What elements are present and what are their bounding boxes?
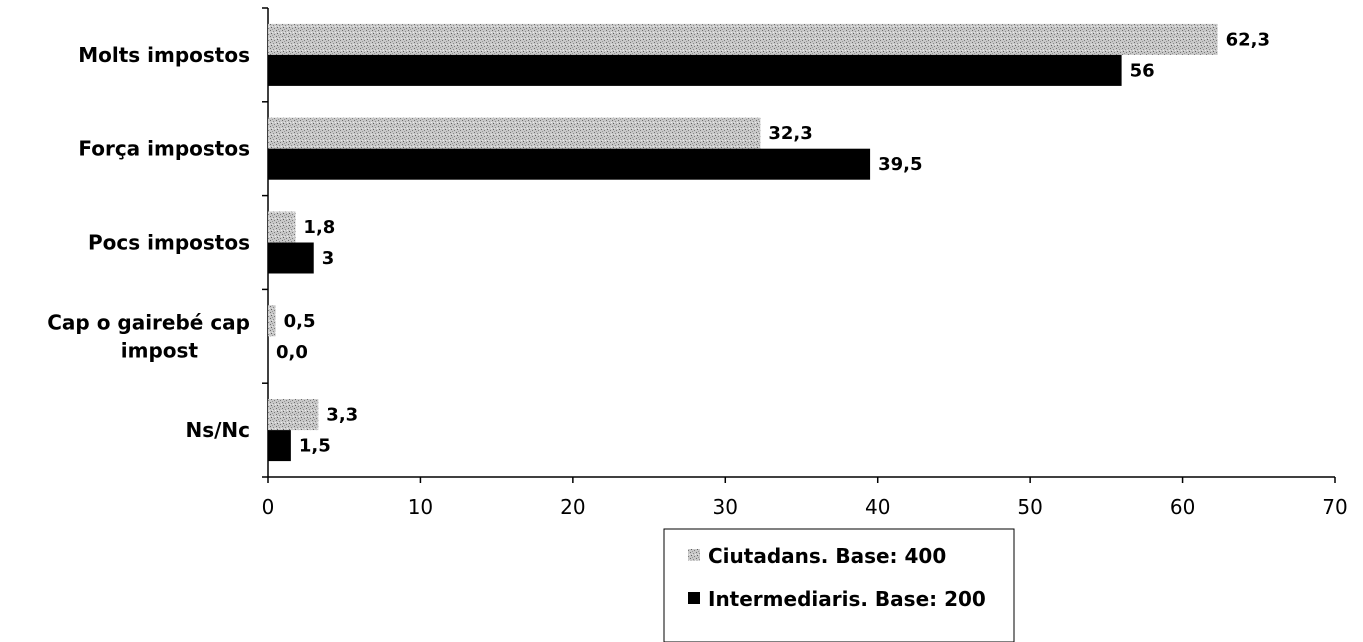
axes: 0 10 20 30 40 50 60 70 — [262, 7, 1348, 519]
data-label: 3,3 — [326, 405, 358, 426]
x-tick-label: 40 — [865, 495, 890, 519]
legend-swatch — [688, 592, 700, 604]
bar-ciutadans — [268, 23, 1218, 55]
category-label: Molts impostos — [78, 43, 250, 67]
data-label: 0,5 — [284, 311, 316, 332]
bar-ciutadans — [268, 305, 276, 337]
legend-swatch — [688, 549, 700, 561]
data-label: 1,5 — [299, 436, 331, 457]
x-tick-label: 0 — [262, 495, 275, 519]
x-tick-label: 50 — [1017, 495, 1042, 519]
legend: Ciutadans. Base: 400 Intermediaris. Base:… — [663, 528, 1015, 642]
legend-label: Ciutadans. Base: 400 — [708, 544, 946, 568]
data-label: 1,8 — [303, 217, 335, 238]
bar-ciutadans — [268, 211, 296, 243]
data-label: 39,5 — [878, 154, 922, 175]
data-label: 56 — [1130, 60, 1155, 81]
data-label: 3 — [322, 248, 335, 269]
legend-box — [663, 528, 1015, 642]
data-label: 62,3 — [1226, 29, 1270, 50]
category-label: Pocs impostos — [88, 231, 250, 255]
category-label: Força impostos — [78, 137, 250, 161]
data-label: 32,3 — [768, 123, 812, 144]
category-label: Cap o gairebé cap impost — [47, 310, 250, 362]
bar-intermediaris — [268, 430, 291, 462]
legend-label: Intermediaris. Base: 200 — [708, 587, 986, 611]
bar-ciutadans — [268, 117, 761, 149]
bar-intermediaris — [268, 54, 1122, 86]
x-tick-label: 20 — [560, 495, 585, 519]
bar-intermediaris — [268, 148, 871, 180]
x-tick-label: 10 — [408, 495, 433, 519]
category-label: Ns/Nc — [185, 418, 250, 442]
data-label: 0,0 — [276, 342, 308, 363]
bar-ciutadans — [268, 399, 319, 431]
bar-intermediaris — [268, 242, 314, 274]
labels: Molts impostos Força impostos Pocs imposto… — [47, 29, 1270, 456]
x-tick-label: 30 — [713, 495, 738, 519]
x-tick-label: 70 — [1322, 495, 1347, 519]
x-tick-label: 60 — [1170, 495, 1195, 519]
bars — [268, 23, 1218, 462]
